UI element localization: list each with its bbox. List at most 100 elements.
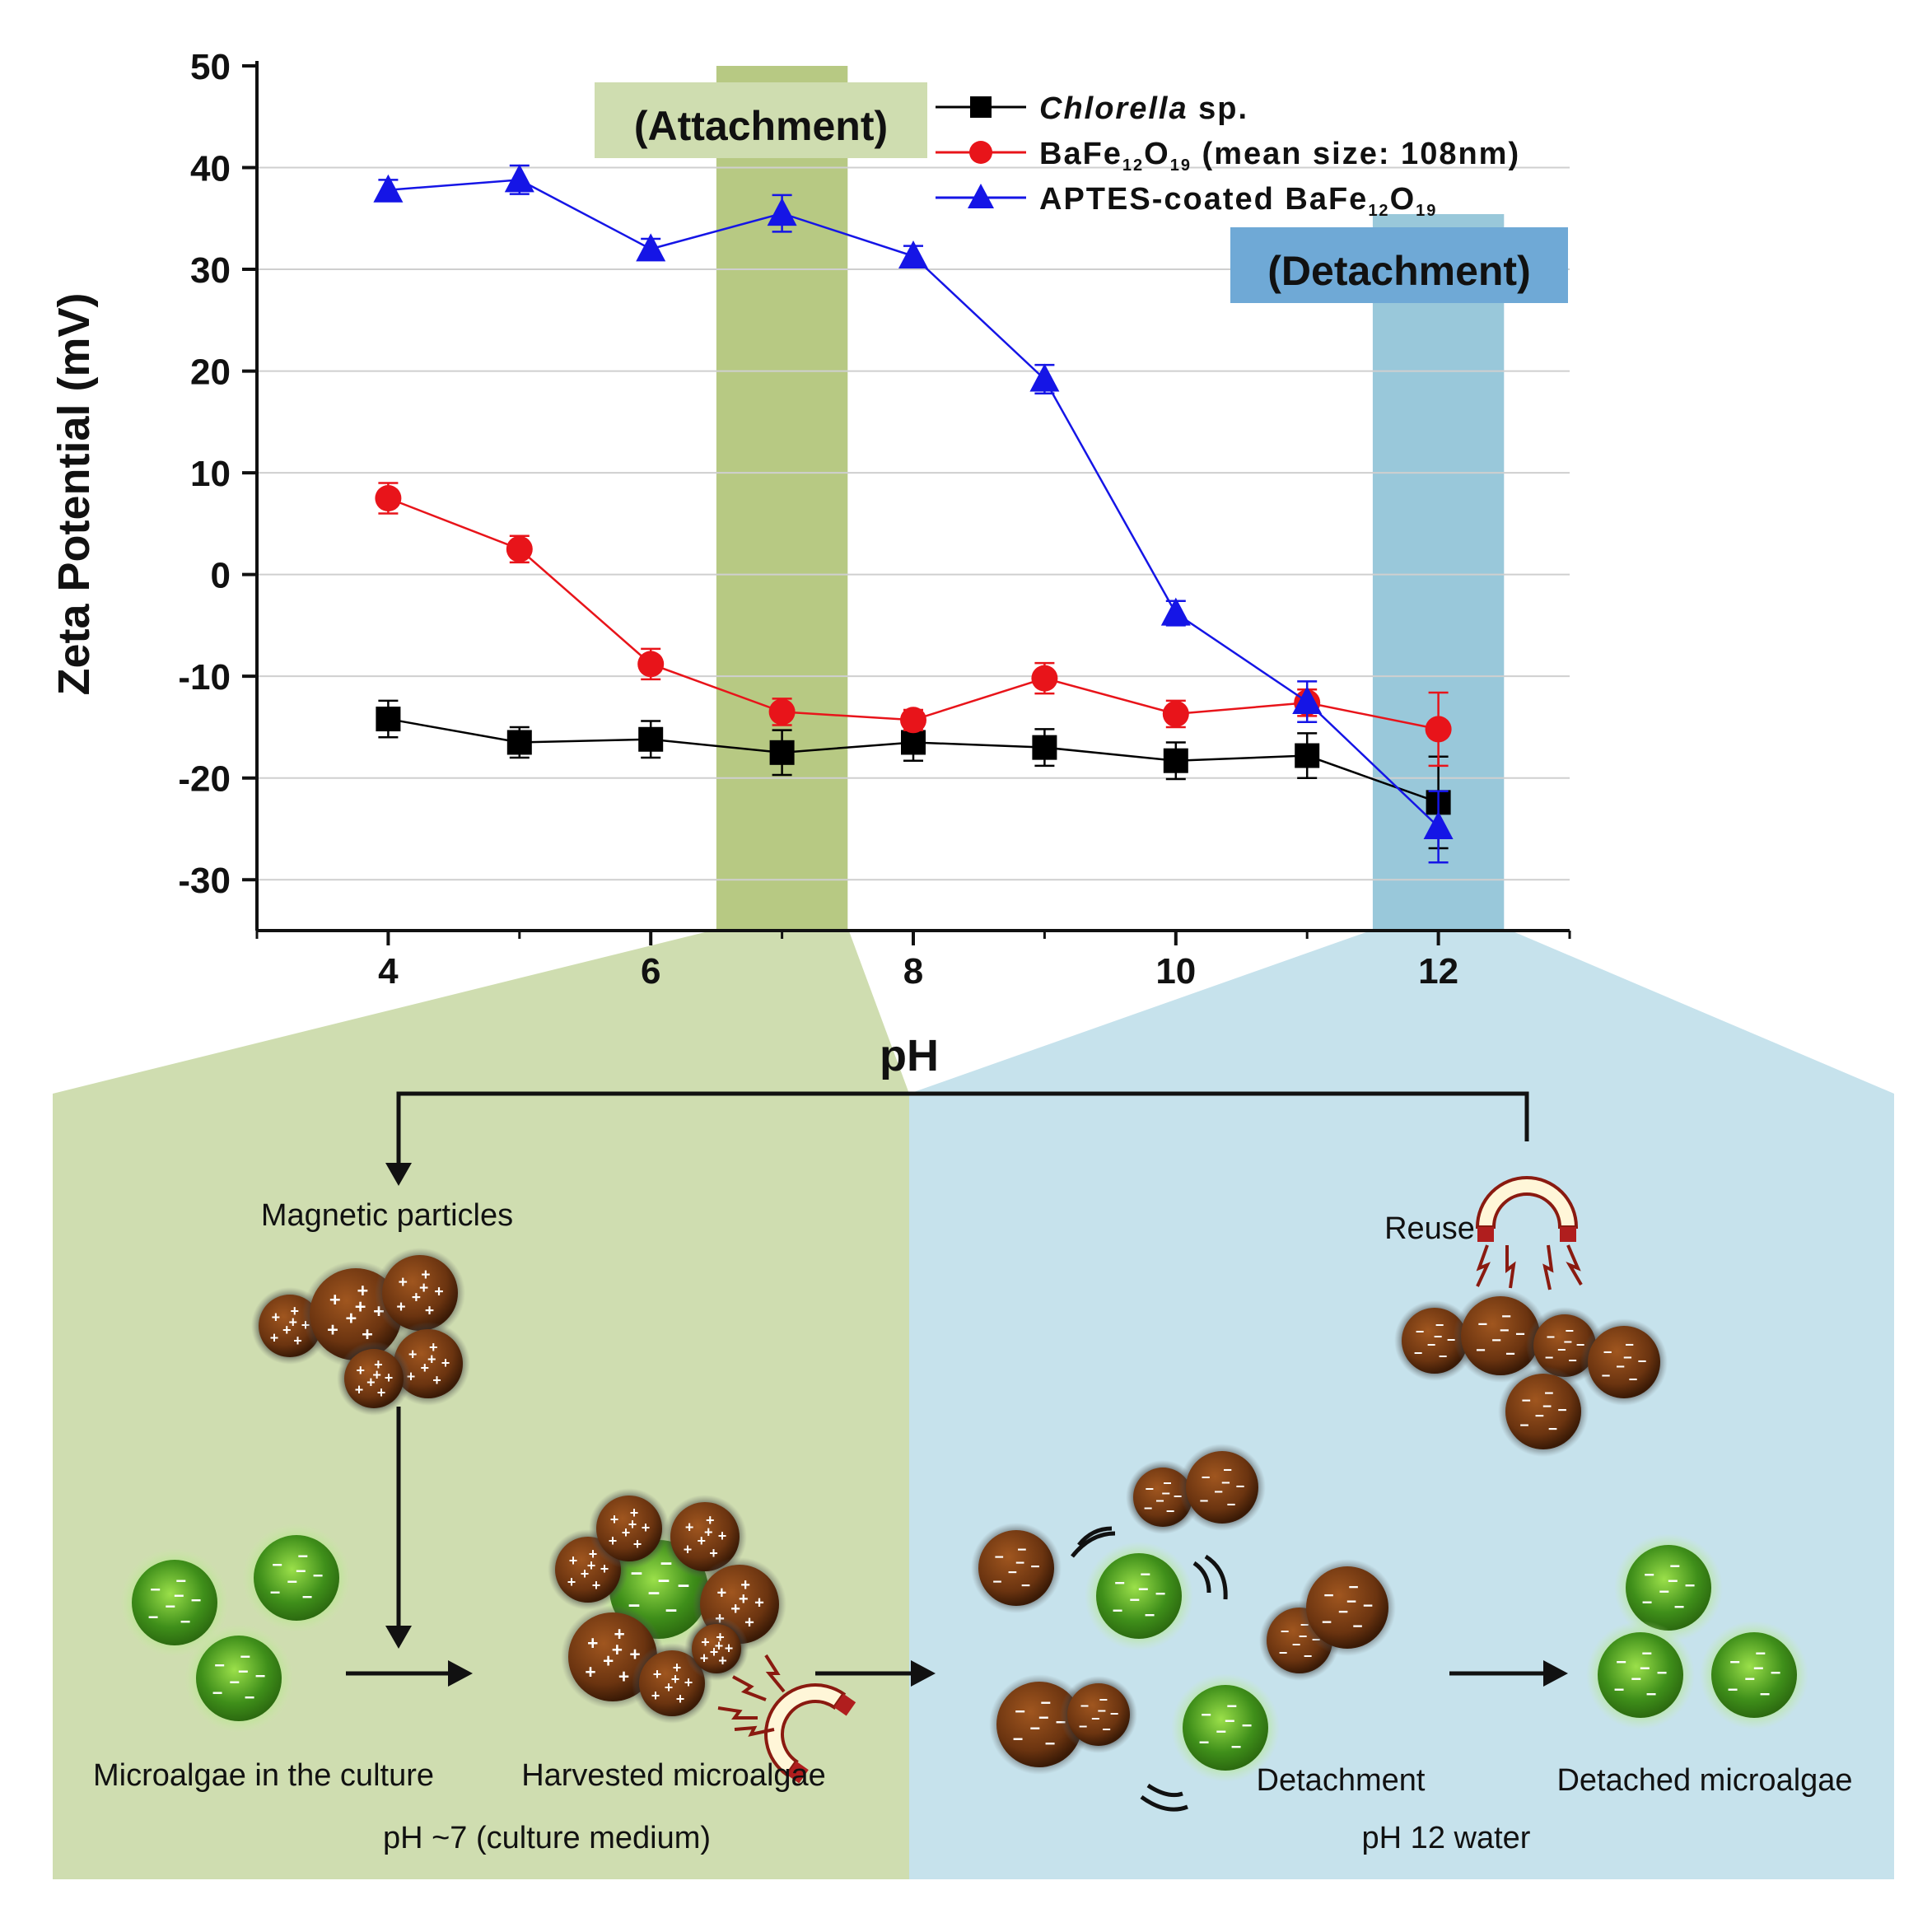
charge-sign: − — [1338, 1603, 1348, 1622]
charge-sign: + — [412, 1290, 421, 1307]
charge-sign: + — [633, 1536, 642, 1552]
particles-down-arrowhead — [385, 1626, 412, 1649]
charge-sign: − — [1505, 1346, 1515, 1364]
charge-sign: − — [1279, 1645, 1288, 1661]
y-tick-label: 0 — [211, 556, 231, 596]
data-point — [1425, 716, 1452, 743]
data-point — [506, 730, 532, 755]
annotation-labels: (Attachment) (Detachment) — [595, 82, 1568, 303]
charge-sign: − — [1227, 1496, 1236, 1513]
charge-sign: − — [238, 1661, 249, 1682]
charge-sign: + — [622, 1524, 631, 1541]
data-point — [769, 740, 795, 765]
charge-sign: + — [327, 1319, 338, 1341]
culture-to-harvest-arrowhead — [448, 1660, 473, 1687]
charge-sign: − — [1657, 1662, 1668, 1682]
charge-sign: − — [180, 1611, 191, 1631]
charge-sign: − — [245, 1687, 255, 1707]
charge-sign: − — [1646, 1683, 1657, 1704]
data-point — [768, 698, 796, 726]
grid-lines — [257, 166, 1570, 881]
data-point — [901, 730, 926, 755]
charge-sign: + — [710, 1644, 719, 1660]
x-tick-label: 8 — [903, 951, 923, 992]
charge-sign: − — [1603, 1343, 1612, 1360]
charge-sign: − — [1547, 1329, 1556, 1346]
charge-sign: − — [1166, 1503, 1175, 1519]
charge-sign: + — [385, 1370, 394, 1386]
charge-sign: − — [1544, 1385, 1553, 1402]
charge-sign: − — [1304, 1648, 1313, 1664]
particle-body — [344, 1349, 404, 1408]
particle-body — [978, 1530, 1054, 1606]
particle-body — [382, 1255, 458, 1331]
charge-sign: − — [1155, 1493, 1164, 1510]
charge-sign: − — [1098, 1702, 1107, 1719]
charge-sign: + — [718, 1653, 727, 1669]
data-point — [506, 535, 533, 562]
charge-sign: − — [1114, 1572, 1125, 1593]
charge-sign: − — [1199, 1732, 1210, 1752]
data-point — [638, 726, 664, 752]
charge-sign: + — [567, 1574, 576, 1590]
x-tick-label: 6 — [641, 951, 660, 992]
harvest-magnetic-field-icon — [717, 1654, 786, 1737]
charge-sign: + — [717, 1584, 727, 1603]
magnetic-particle: −−−−−−− — [1178, 1444, 1266, 1531]
particles-layer: +++++++++++++++++++++++++++++++++++−−−−−… — [120, 1248, 1808, 1782]
data-point — [1031, 665, 1058, 692]
magnetic-particle: −−−−−−− — [1394, 1300, 1475, 1381]
data-point — [1160, 597, 1191, 626]
charge-sign: − — [165, 1596, 175, 1617]
charge-sign: − — [1299, 1628, 1308, 1645]
charge-sign: − — [1616, 1651, 1626, 1672]
charge-sign: + — [704, 1524, 713, 1541]
charge-sign: − — [1629, 1370, 1638, 1388]
charge-sign: − — [1576, 1337, 1585, 1353]
magnetic-particle: −−−−−−− — [1580, 1318, 1668, 1406]
charge-sign: + — [421, 1360, 430, 1376]
charge-sign: + — [581, 1566, 590, 1582]
microalga: − −−−− −− — [120, 1548, 229, 1657]
legend-label: Chlorella sp. — [1039, 91, 1248, 126]
charge-sign: − — [1102, 1721, 1111, 1738]
charge-sign: − — [1640, 1658, 1650, 1678]
charge-sign: − — [1155, 1583, 1166, 1603]
charge-sign: − — [1522, 1393, 1531, 1410]
charge-sign: − — [665, 1599, 678, 1622]
ph12-condition-label: pH 12 water — [1362, 1821, 1531, 1855]
particle-body — [1533, 1314, 1596, 1377]
y-tick-label: -10 — [178, 657, 231, 698]
zeta-potential-chart: 50 40 30 20 10 0 -10 -20 -30 4 6 8 10 12 (Attachment)… — [49, 47, 1571, 1080]
charge-sign: + — [610, 1511, 619, 1528]
charge-sign: − — [1642, 1592, 1653, 1612]
particle-body — [1598, 1632, 1683, 1718]
x-tick-label: 10 — [1155, 951, 1196, 992]
charge-sign: + — [701, 1634, 710, 1650]
charge-sign: + — [740, 1576, 750, 1594]
charge-sign: + — [357, 1280, 369, 1301]
charge-sign: + — [346, 1308, 357, 1329]
charge-sign: − — [214, 1654, 225, 1675]
particle-body — [1096, 1553, 1182, 1639]
charge-sign: − — [1174, 1488, 1183, 1505]
charge-sign: + — [396, 1299, 405, 1316]
charge-sign: + — [329, 1289, 341, 1310]
data-point — [1292, 686, 1323, 715]
legend-label: APTES-coated BaFe12O19 — [1039, 182, 1437, 220]
charge-sign: + — [684, 1674, 693, 1691]
charge-sign: − — [313, 1565, 324, 1585]
charge-sign: − — [1322, 1613, 1332, 1632]
charge-sign: − — [1163, 1475, 1172, 1491]
particle-body — [1133, 1468, 1192, 1527]
charge-sign: − — [1144, 1500, 1153, 1517]
charge-sign: − — [270, 1582, 281, 1603]
charge-sign: − — [1568, 1352, 1577, 1369]
charge-sign: − — [1323, 1586, 1333, 1605]
magnetic-particle: −−−−−−− — [1454, 1289, 1547, 1383]
charge-sign: − — [1602, 1366, 1611, 1384]
magnetic-particle: +++++++ — [337, 1342, 411, 1416]
y-tick-label: 40 — [190, 149, 231, 189]
data-point — [1029, 363, 1060, 392]
